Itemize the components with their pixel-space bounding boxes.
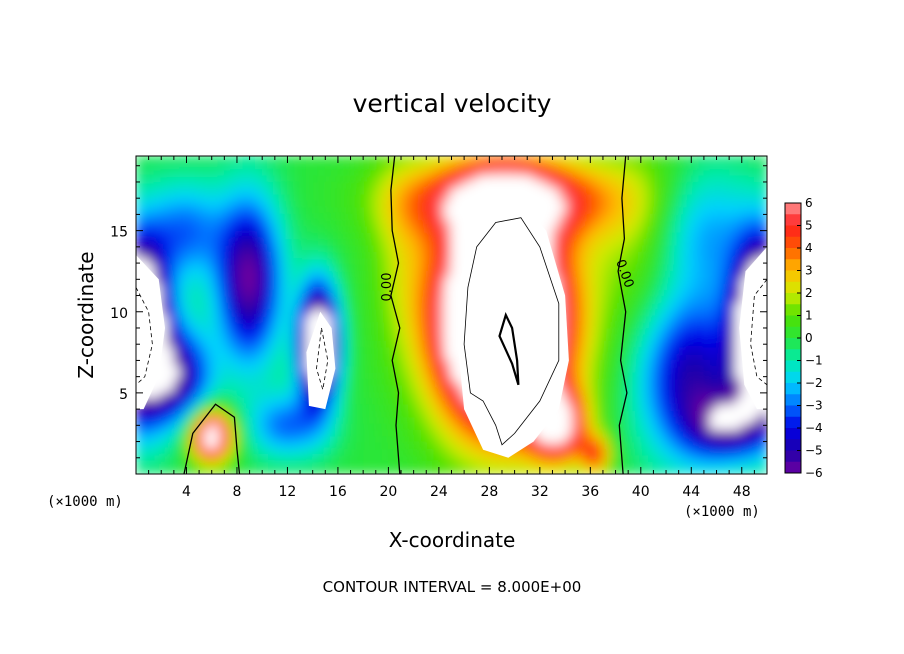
contour-label-left: 0.00 — [380, 273, 395, 302]
colorbar-label: 3 — [805, 264, 813, 278]
colorbar-swatch — [785, 270, 801, 283]
colorbar-label: −5 — [805, 444, 823, 458]
zero-contour-bubble — [183, 403, 241, 474]
contour-interval-note: CONTOUR INTERVAL = 8.000E+00 — [323, 578, 582, 596]
colorbar-swatch — [785, 214, 801, 226]
x-tick-label: 40 — [632, 484, 650, 500]
x-tick-label: 4 — [182, 484, 191, 500]
colorbar-swatch — [785, 360, 801, 373]
x-tick-label: 32 — [531, 484, 549, 500]
colorbar-swatch — [785, 461, 801, 474]
colorbar-swatch — [785, 405, 801, 418]
colorbar: 6 5 4 3 2 1 0 −1 −2 −3 −4 −5 −6 — [784, 196, 823, 480]
x-tick-label: 24 — [430, 484, 448, 500]
inner-contour — [463, 217, 560, 446]
y-axis: 5 10 15 — [110, 165, 767, 459]
colorbar-swatch — [785, 304, 801, 316]
colorbar-swatch — [785, 326, 801, 339]
y-tick-label: 5 — [119, 387, 128, 403]
colorbar-label: 6 — [805, 196, 813, 210]
dashed-contour-right — [750, 278, 767, 386]
x-tick-label: 36 — [581, 484, 599, 500]
x-tick-label: 44 — [682, 484, 700, 500]
dashed-contour-mid — [316, 327, 329, 390]
colorbar-label: 1 — [805, 309, 813, 323]
colorbar-label: −6 — [805, 466, 823, 480]
y-axis-label: Z-coordinate — [74, 251, 98, 378]
y-tick-label: 15 — [110, 225, 128, 241]
x-tick-label: 48 — [733, 484, 751, 500]
peak-contour — [498, 311, 520, 386]
colorbar-swatch — [785, 450, 801, 463]
x-unit-left: (×1000 m) — [47, 494, 123, 510]
colorbar-swatch — [785, 383, 801, 395]
colorbar-swatch — [785, 338, 801, 350]
colorbar-swatch — [785, 225, 801, 238]
colorbar-swatch — [785, 315, 801, 328]
downdraft-core-mid — [306, 311, 336, 410]
x-tick-label: 28 — [480, 484, 498, 500]
x-unit-right: (×1000 m) — [684, 504, 760, 520]
colorbar-swatch — [785, 439, 801, 451]
x-axis-label: X-coordinate — [389, 528, 516, 552]
colorbar-label: 0 — [805, 331, 813, 345]
colorbar-label: −3 — [805, 399, 823, 413]
zero-contour-left — [390, 156, 401, 474]
colorbar-swatch — [785, 428, 801, 440]
x-tick-label: 20 — [379, 484, 397, 500]
colorbar-label: −1 — [805, 354, 823, 368]
velocity-field — [136, 156, 767, 474]
colorbar-swatch — [785, 371, 801, 384]
colorbar-label: 5 — [805, 219, 813, 233]
chart-title: vertical velocity — [353, 89, 552, 118]
downdraft-core-left — [136, 255, 165, 410]
colorbar-label: 4 — [805, 241, 813, 255]
colorbar-label: −2 — [805, 376, 823, 390]
x-axis: 4 8 12 16 20 24 28 32 36 40 44 48 — [148, 156, 755, 500]
colorbar-swatch — [785, 203, 801, 215]
colorbar-swatch — [785, 293, 801, 305]
colorbar-label: 2 — [805, 286, 813, 300]
colorbar-swatch — [785, 281, 801, 294]
downdraft-core-right — [739, 246, 767, 410]
y-tick-label: 10 — [110, 306, 128, 322]
colorbar-swatch — [785, 416, 801, 429]
x-tick-label: 16 — [329, 484, 347, 500]
colorbar-swatch — [785, 394, 801, 406]
colorbar-swatch — [785, 248, 801, 260]
colorbar-label: −4 — [805, 421, 823, 435]
zero-contour-right — [617, 156, 628, 474]
x-tick-label: 8 — [232, 484, 241, 500]
colorbar-swatch — [785, 349, 801, 361]
colorbar-swatch — [785, 259, 801, 271]
dashed-contour-left — [136, 287, 153, 386]
x-tick-label: 12 — [279, 484, 297, 500]
colorbar-swatch — [785, 236, 801, 249]
